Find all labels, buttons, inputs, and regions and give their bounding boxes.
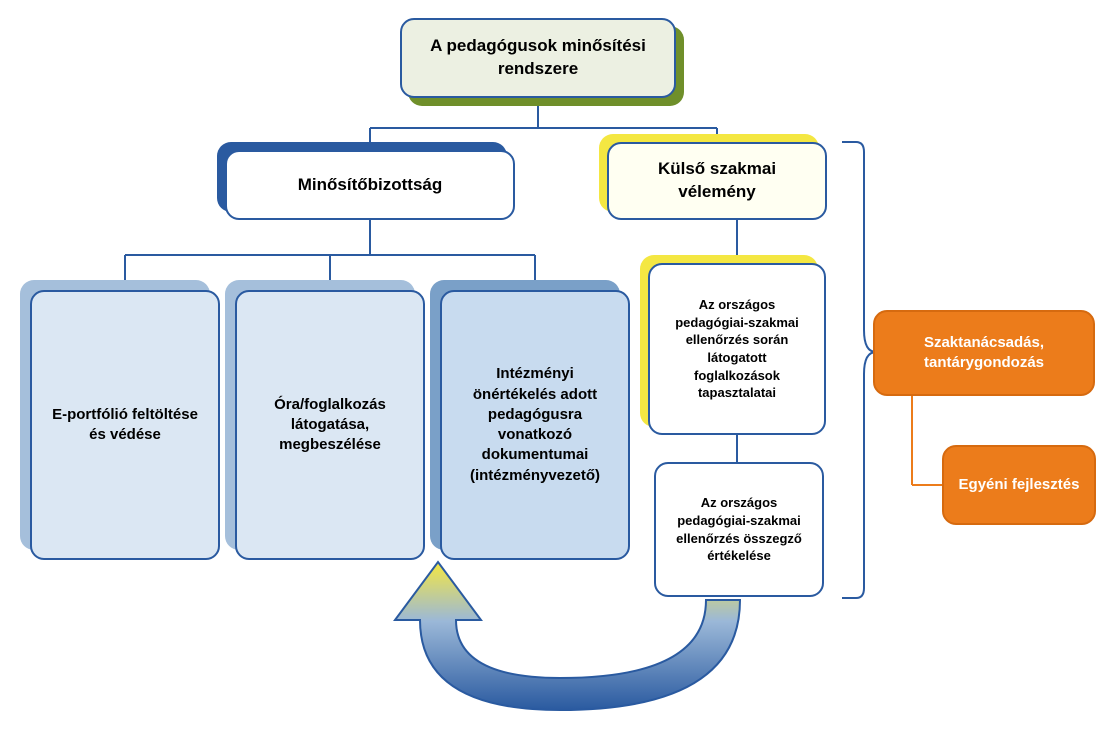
left-label: Minősítőbizottság <box>298 174 442 197</box>
c3-node: Intézményi önértékelés adott pedagógusra… <box>440 290 630 560</box>
r1-label: Az országos pedagógiai-szakmai ellenőrzé… <box>664 296 810 401</box>
o2-label: Egyéni fejlesztés <box>959 475 1080 495</box>
r2-label: Az országos pedagógiai-szakmai ellenőrzé… <box>670 494 808 564</box>
left-node: Minősítőbizottság <box>225 150 515 220</box>
right-node: Külső szakmai vélemény <box>607 142 827 220</box>
c1-node: E-portfólió feltöltése és védése <box>30 290 220 560</box>
o1-node: Szaktanácsadás, tantárygondozás <box>873 310 1095 396</box>
right-label: Külső szakmai vélemény <box>623 158 811 204</box>
root-label: A pedagógusok minősítési rendszere <box>416 35 660 81</box>
c2-node: Óra/foglalkozás látogatása, megbeszélése <box>235 290 425 560</box>
c1-label: E-portfólió feltöltése és védése <box>46 405 204 446</box>
r2-node: Az országos pedagógiai-szakmai ellenőrzé… <box>654 462 824 597</box>
r1-node: Az országos pedagógiai-szakmai ellenőrzé… <box>648 263 826 435</box>
c3-label: Intézményi önértékelés adott pedagógusra… <box>456 364 614 486</box>
c2-label: Óra/foglalkozás látogatása, megbeszélése <box>251 395 409 456</box>
root-node: A pedagógusok minősítési rendszere <box>400 18 676 98</box>
o1-label: Szaktanácsadás, tantárygondozás <box>889 333 1079 374</box>
o2-node: Egyéni fejlesztés <box>942 445 1096 525</box>
